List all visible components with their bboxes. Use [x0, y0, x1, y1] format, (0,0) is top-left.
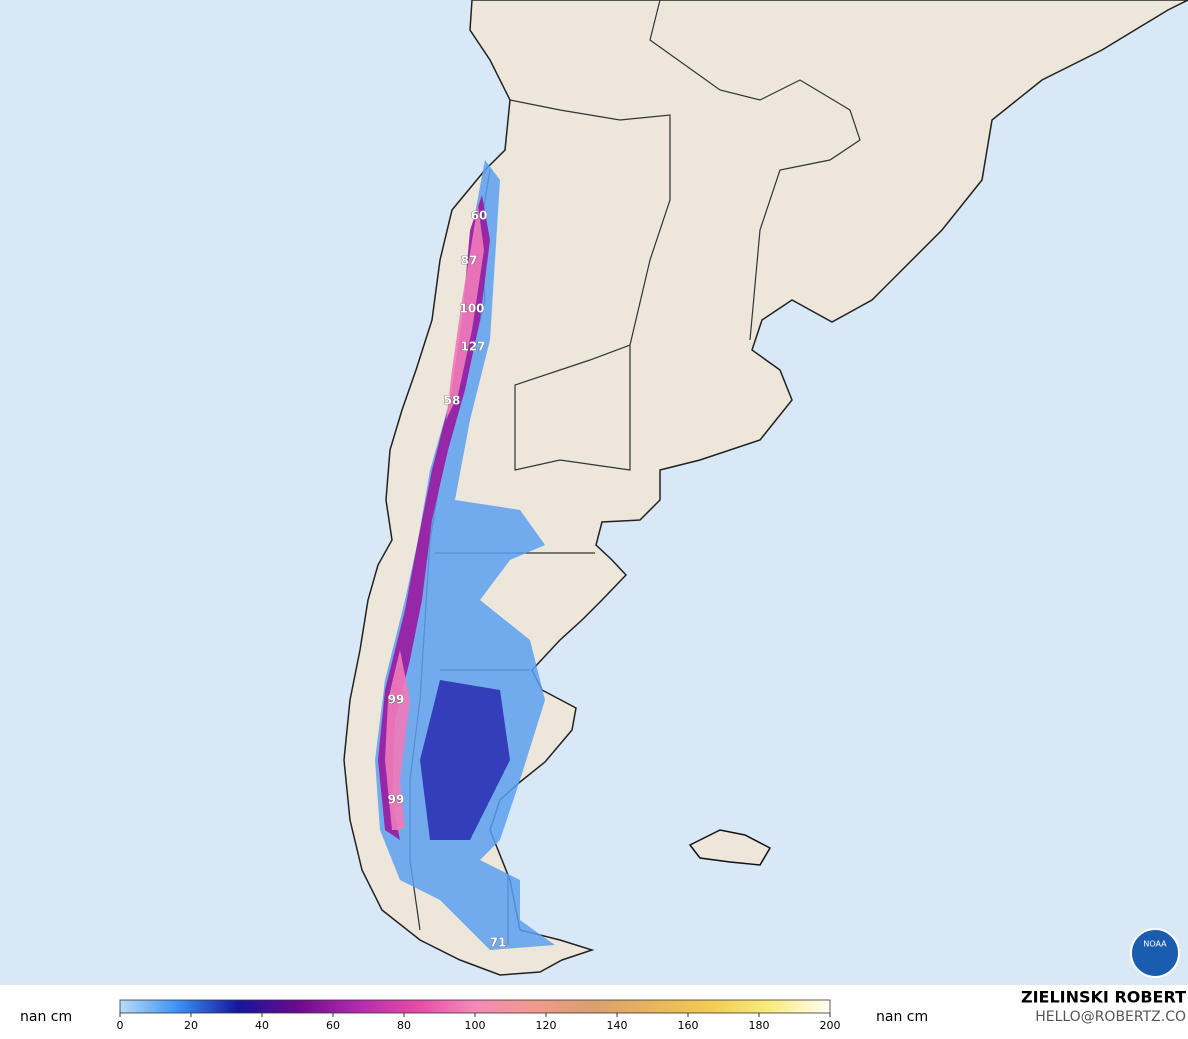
snow-peak	[385, 205, 484, 830]
snow-light	[375, 160, 555, 950]
colorbar-right-label: nan cm	[876, 1009, 928, 1025]
colorbar-tick-label: 40	[255, 1019, 269, 1032]
colorbar-tick-label: 100	[465, 1019, 486, 1032]
map-label: 87	[461, 254, 478, 268]
falkland-islands	[688, 829, 772, 866]
colorbar-tick-label: 120	[536, 1019, 557, 1032]
colorbar-tick-label: 80	[397, 1019, 411, 1032]
land	[343, 0, 1188, 976]
colorbar-tick-label: 0	[117, 1019, 124, 1032]
logo-text: NOAA	[1143, 940, 1167, 949]
colorbar-tick-label: 60	[326, 1019, 340, 1032]
colorbar-tick-label: 200	[820, 1019, 841, 1032]
map-label: 127	[460, 340, 485, 354]
map-labels: 60 87 100 127 58 99 99 71	[387, 208, 507, 950]
snowfall	[375, 160, 555, 950]
credit-name: ZIELINSKI ROBERT	[1021, 988, 1186, 1007]
colorbar-tick-label: 180	[749, 1019, 770, 1032]
border	[509, 99, 671, 471]
credit-contact: HELLO@ROBERTZ.CO	[1035, 1009, 1186, 1025]
map-label: 60	[471, 209, 488, 223]
colorbar-tick-label: 140	[607, 1019, 628, 1032]
map-label: 99	[388, 793, 405, 807]
colorbar-tick-label: 20	[184, 1019, 198, 1032]
logo	[1130, 928, 1180, 978]
snow-mid	[420, 680, 510, 840]
map-label: 71	[490, 936, 507, 950]
map-label: 99	[388, 693, 405, 707]
border	[649, 0, 861, 341]
colorbar	[119, 999, 831, 1014]
map-label: 58	[444, 394, 461, 408]
colorbar-left-label: nan cm	[20, 1009, 72, 1025]
colorbar-tick-label: 160	[678, 1019, 699, 1032]
map-label: 100	[459, 302, 484, 316]
